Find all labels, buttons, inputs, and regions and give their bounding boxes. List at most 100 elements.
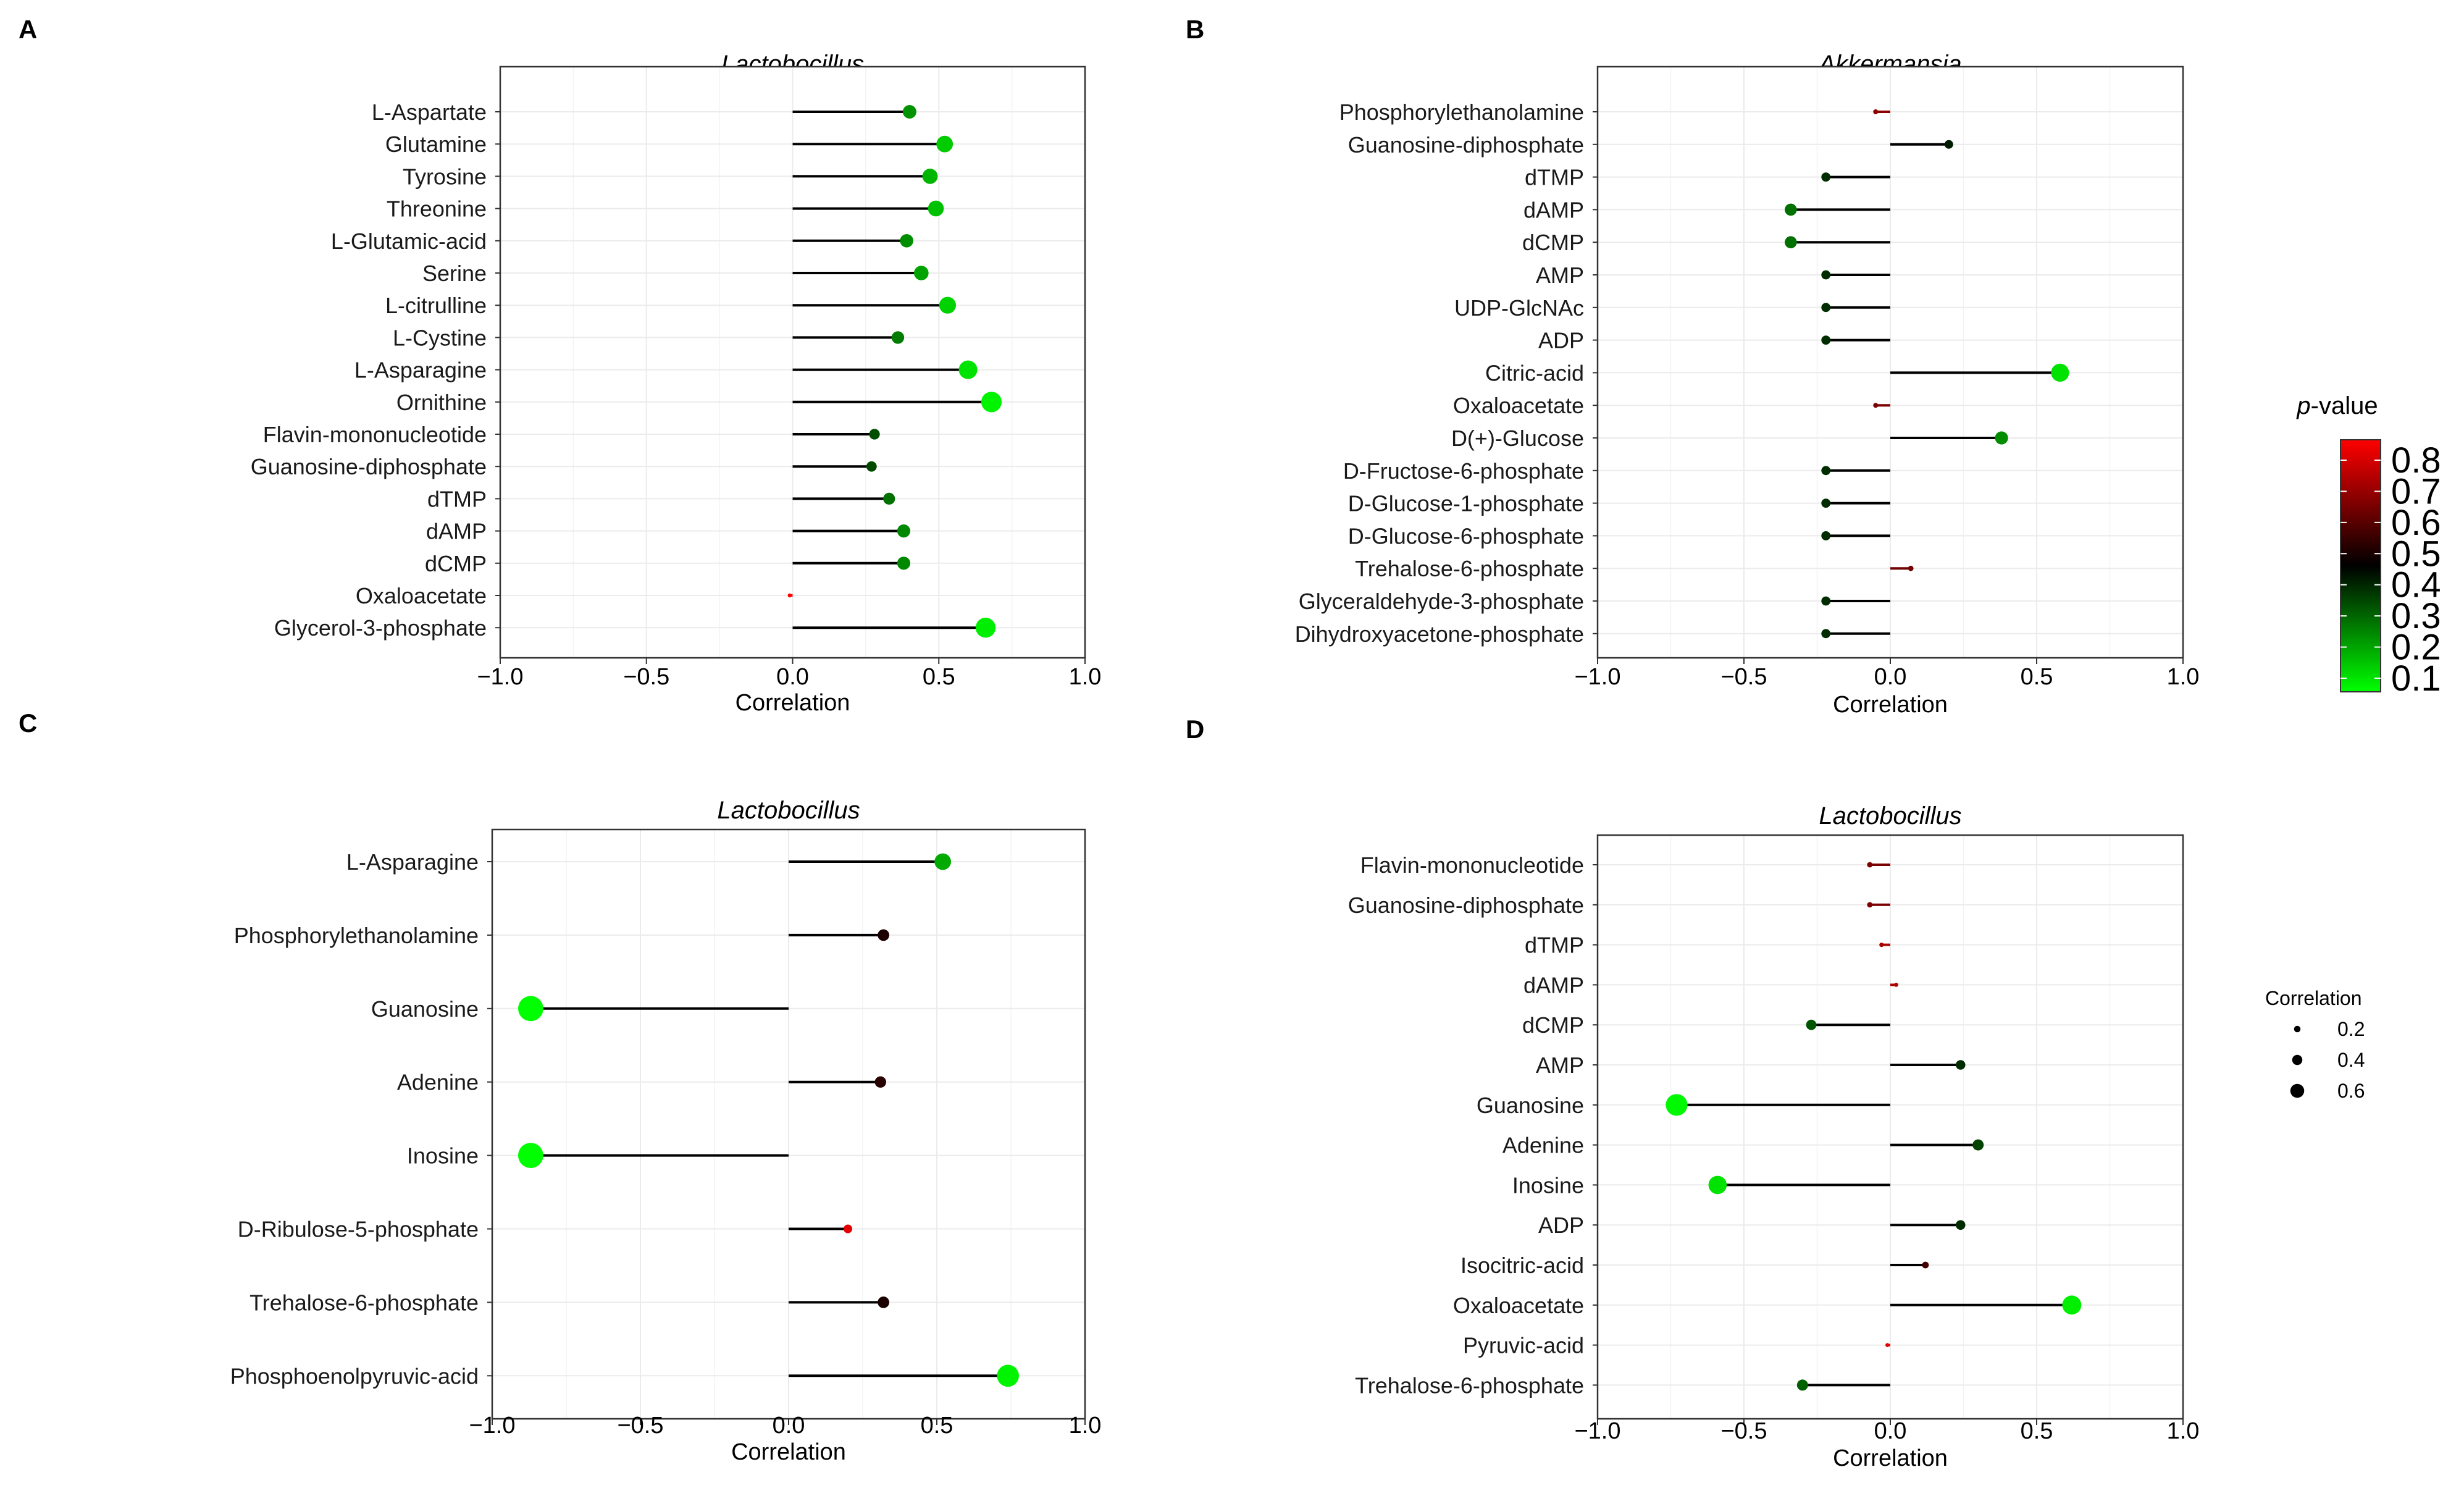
x-tick-label: 1.0 [2167,1418,2200,1444]
lollipop-dot [1821,531,1831,540]
x-tick-label: −1.0 [1574,1418,1620,1444]
category-label: L-Glutamic-acid [331,229,487,254]
lollipop-dot [2051,363,2069,382]
x-tick-label: −0.5 [617,1413,663,1439]
x-tick-label: 0.0 [1874,664,1907,690]
panel-label: B [1186,15,1204,44]
colorbar-tick-label: 0.5 [2391,534,2441,574]
category-label: Adenine [1502,1133,1584,1158]
lollipop-dot [1955,1220,1966,1230]
pvalue-colorbar: p-value 0.80.70.60.50.40.30.20.1 [2296,392,2441,699]
lollipop-dot [1666,1094,1688,1116]
lollipop-dot [897,557,911,570]
lollipop-dot [1873,403,1879,408]
category-label: D(+)-Glucose [1451,426,1584,451]
category-label: L-Aspartate [372,99,487,125]
category-label: Glutamine [385,132,487,157]
category-label: Oxaloacetate [356,583,487,608]
lollipop-dot [975,618,996,638]
lollipop-dot [1873,109,1879,114]
lollipop-dot [1821,172,1831,182]
lollipop-marks [787,105,1002,638]
chart-title: Lactobocillus [717,797,860,824]
category-label: Flavin-mononucleotide [263,422,487,447]
x-tick-label: −0.5 [1720,664,1767,690]
lollipop-dot [1922,1261,1929,1269]
lollipop-dot [1944,140,1953,149]
category-label: Oxaloacetate [1453,1293,1584,1318]
size-legend-items: 0.2 0.4 0.6 [2290,1018,2365,1102]
colorbar-tick-label: 0.4 [2391,565,2441,605]
colorbar-title: p-value [2296,392,2378,419]
panel-label: D [1186,715,1204,744]
lollipop-dot [1879,943,1884,948]
x-tick-label: −0.5 [623,664,669,690]
lollipop-dot [787,593,792,598]
category-label: L-citrulline [385,293,487,318]
lollipop-dot [878,1297,889,1308]
x-tick-label: 0.5 [2021,664,2053,690]
lollipop-dot [869,429,880,440]
lollipop-marks [1785,109,2069,639]
category-label: dAMP [426,519,487,544]
colorbar-tick-label: 0.2 [2391,628,2441,668]
lollipop-marks [1666,862,2082,1391]
category-label: L-Cystine [393,325,487,350]
colorbar-ticks: 0.80.70.60.50.40.30.20.1 [2340,440,2441,699]
lollipop-dot [1894,983,1898,987]
lollipop-dot [878,929,889,941]
x-tick-label: 0.0 [776,664,809,690]
size-legend-label: 0.6 [2337,1080,2365,1102]
lollipop-dot [1972,1139,1984,1151]
lollipop-dot [1955,1060,1966,1070]
colorbar-title-p: p [2296,392,2310,419]
x-axis-label: Correlation [731,1439,846,1465]
category-label: Serine [422,261,487,286]
panel-label: C [19,708,37,738]
lollipop-dot [891,331,905,344]
x-axis-label: Correlation [1833,692,1948,718]
lollipop-dot [1821,498,1831,508]
category-label: Flavin-mononucleotide [1360,852,1584,878]
category-label: dAMP [1523,197,1584,222]
category-label: D-Glucose-6-phosphate [1348,523,1584,549]
lollipop-dot [1796,1379,1808,1391]
category-label: Trehalose-6-phosphate [1355,556,1584,581]
lollipop-dot [866,461,877,472]
category-label: Guanosine-diphosphate [1348,132,1584,158]
x-tick-label: 0.5 [2021,1418,2053,1444]
x-tick-label: −0.5 [1720,1418,1767,1444]
colorbar-title-rest: -value [2311,392,2378,419]
lollipop-dot [922,169,938,184]
category-label: Inosine [1512,1172,1584,1198]
category-label: Isocitric-acid [1460,1253,1584,1278]
size-legend-label: 0.4 [2337,1049,2365,1071]
category-label: Oxaloacetate [1453,393,1584,418]
lollipop-dot [939,296,957,314]
lollipop-dot [844,1224,852,1234]
lollipop-dot [1995,431,2008,445]
size-legend-dot [2290,1083,2305,1098]
panel-label: A [19,15,37,44]
category-label: AMP [1536,263,1584,288]
x-tick-label: 0.5 [921,1413,953,1439]
category-label: dTMP [427,486,487,511]
lollipop-dot [1867,862,1873,868]
lollipop-dot [1785,203,1797,216]
colorbar-gradient [2340,439,2381,692]
chart-title: Lactobocillus [1819,802,1961,830]
category-label: Threonine [387,196,487,222]
category-label: Ornithine [396,390,487,415]
lollipop-dot [1821,335,1831,345]
category-label: dCMP [1522,230,1584,255]
category-label: dTMP [1525,165,1584,190]
x-tick-label: −1.0 [1574,664,1620,690]
lollipop-dot [997,1364,1019,1387]
x-tick-label: 0.0 [773,1413,805,1439]
category-label: Guanosine [1477,1093,1584,1118]
category-label: dAMP [1523,972,1584,998]
lollipop-dot [874,1076,887,1088]
x-axis-label: Correlation [1833,1445,1948,1471]
colorbar-tick-label: 0.7 [2391,471,2441,511]
